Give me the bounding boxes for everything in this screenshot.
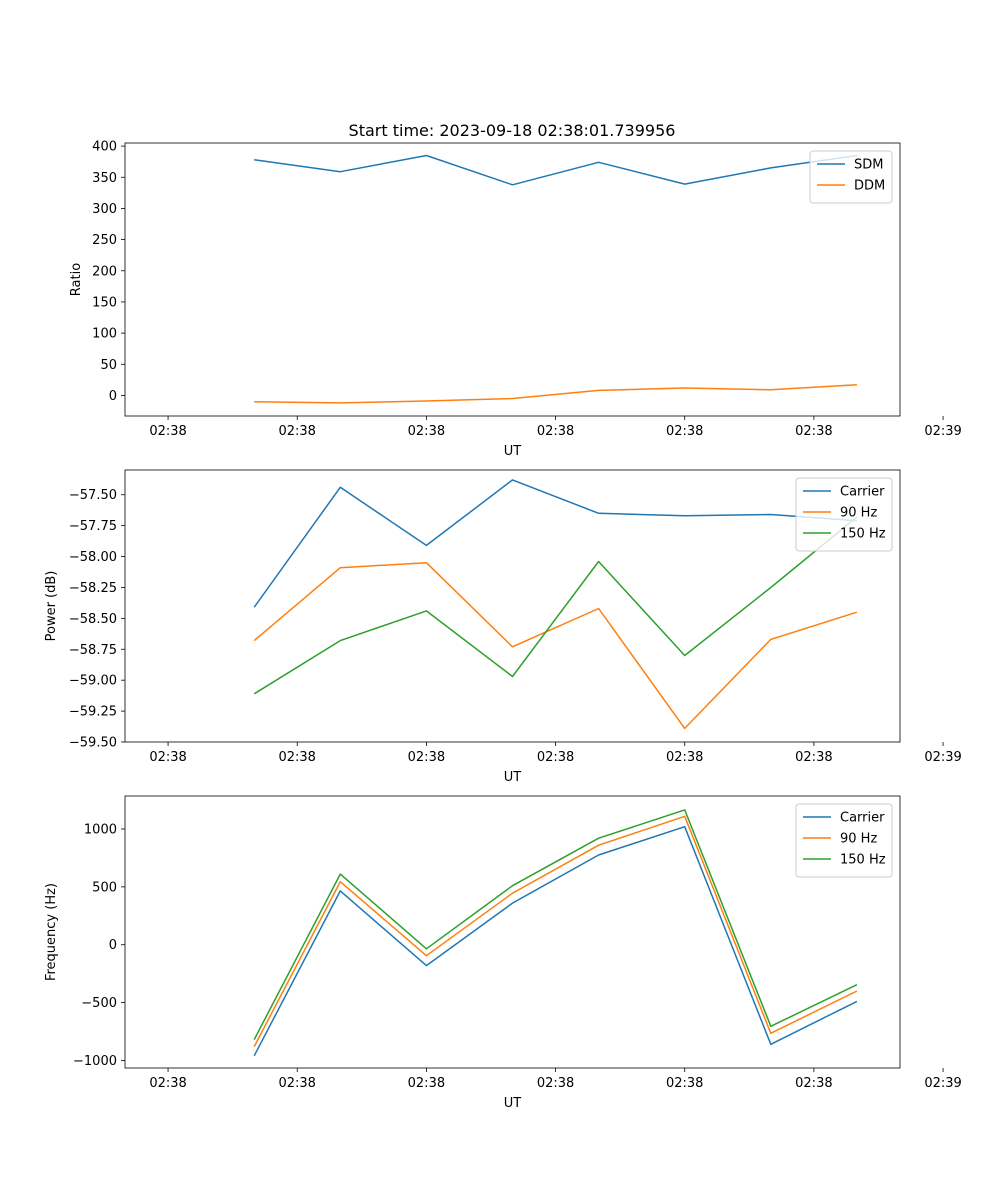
axes-frame	[124, 795, 901, 1069]
x-tick-label: 02:39	[924, 424, 961, 439]
y-tick-label: 200	[92, 264, 117, 279]
x-tick-label: 02:38	[278, 750, 315, 765]
y-tick-label: 150	[92, 295, 117, 310]
x-tick-label: 02:38	[408, 1076, 445, 1091]
x-tick-label: 02:38	[278, 1076, 315, 1091]
x-tick-label: 02:38	[408, 424, 445, 439]
y-axis-label: Ratio	[69, 263, 84, 296]
y-tick-label: −57.50	[69, 488, 117, 503]
chart-2: 02:38 02:38 02:38 02:38 02:38 02:38 02:39 −59.5…	[44, 469, 962, 785]
x-tick-label: 02:39	[924, 750, 961, 765]
legend-label: Carrier	[840, 811, 885, 826]
x-axis-label: UT	[504, 1096, 522, 1111]
legend: Carrier 90 Hz 150 Hz	[795, 803, 893, 878]
x-tick-label: 02:38	[537, 750, 574, 765]
y-tick-label: −500	[81, 996, 117, 1011]
figure-title: Start time: 2023-09-18 02:38:01.739956	[349, 121, 676, 140]
x-tick-label: 02:38	[278, 424, 315, 439]
series-line-ddm	[254, 384, 857, 404]
y-tick-label: 1000	[84, 822, 117, 837]
y-tick-label: −57.75	[69, 519, 117, 534]
y-tick-label: −1000	[73, 1054, 117, 1069]
x-tick-label: 02:38	[537, 1076, 574, 1091]
chart-3: 02:38 02:38 02:38 02:38 02:38 02:38 02:39 −1000…	[44, 795, 962, 1111]
axes-frame	[124, 142, 901, 417]
series-line-sdm	[254, 154, 858, 186]
axes-frame	[124, 469, 901, 743]
x-tick-label: 02:38	[408, 750, 445, 765]
y-tick-label: −59.50	[69, 736, 117, 751]
legend-label: 90 Hz	[840, 506, 877, 521]
y-axis-label: Frequency (Hz)	[44, 883, 59, 981]
legend-label: 150 Hz	[840, 853, 886, 868]
y-tick-label: 400	[92, 140, 117, 155]
x-tick-label: 02:38	[149, 424, 186, 439]
x-tick-label: 02:38	[666, 1076, 703, 1091]
legend-label: Carrier	[840, 485, 885, 500]
y-tick-label: 0	[109, 389, 117, 404]
x-axis-label: UT	[504, 770, 522, 785]
legend-label: 90 Hz	[840, 832, 877, 847]
y-tick-label: −58.25	[69, 581, 117, 596]
charts-container: 02:38 02:38 02:38 02:38 02:38 02:38 02:39 0 50 10…	[44, 140, 962, 1111]
y-tick-label: −58.00	[69, 550, 117, 565]
legend-label: SDM	[854, 158, 883, 173]
y-tick-label: 350	[92, 171, 117, 186]
y-tick-label: 50	[100, 358, 117, 373]
y-tick-label: 0	[109, 938, 117, 953]
legend-label: DDM	[854, 179, 885, 194]
y-tick-label: −59.25	[69, 705, 117, 720]
series-line-carrier	[253, 825, 858, 1057]
y-tick-label: 250	[92, 233, 117, 248]
series-line-carrier	[253, 479, 857, 608]
x-tick-label: 02:38	[666, 424, 703, 439]
y-tick-label: 100	[92, 327, 117, 342]
x-tick-label: 02:38	[149, 750, 186, 765]
y-tick-label: −58.50	[69, 612, 117, 627]
y-axis-label: Power (dB)	[44, 571, 59, 642]
series-line-150-hz	[253, 516, 858, 695]
legend: Carrier 90 Hz 150 Hz	[795, 477, 893, 552]
y-tick-label: −59.00	[69, 674, 117, 689]
y-tick-label: −58.75	[69, 643, 117, 658]
x-tick-label: 02:38	[149, 1076, 186, 1091]
x-tick-label: 02:38	[795, 1076, 832, 1091]
x-tick-label: 02:38	[795, 424, 832, 439]
y-tick-label: 500	[92, 880, 117, 895]
y-tick-label: 300	[92, 202, 117, 217]
series-line-90-hz	[253, 561, 858, 730]
chart-1: 02:38 02:38 02:38 02:38 02:38 02:38 02:39 0 50 10…	[69, 140, 962, 459]
x-tick-label: 02:38	[666, 750, 703, 765]
x-tick-label: 02:38	[537, 424, 574, 439]
legend: SDM DDM	[809, 150, 893, 204]
legend-label: 150 Hz	[840, 527, 886, 542]
series-line-150-hz	[253, 809, 858, 1040]
x-axis-label: UT	[504, 444, 522, 459]
series-line-90-hz	[253, 815, 858, 1047]
x-tick-label: 02:39	[924, 1076, 961, 1091]
x-tick-label: 02:38	[795, 750, 832, 765]
